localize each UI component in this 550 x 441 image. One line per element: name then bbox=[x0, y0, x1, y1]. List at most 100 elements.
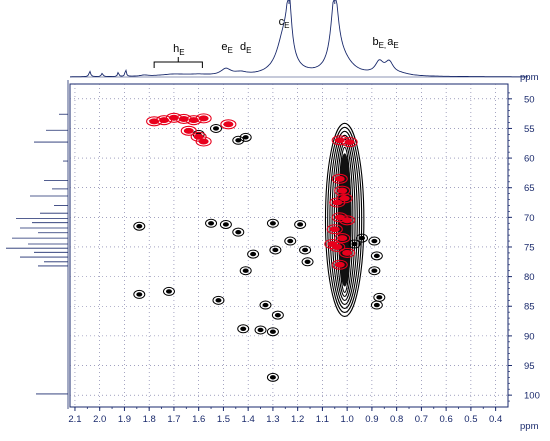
x-tick-label: 1.5 bbox=[217, 414, 230, 425]
positive-contour-core bbox=[332, 199, 343, 206]
negative-contour-peak bbox=[370, 300, 383, 310]
positive-contour-core bbox=[339, 195, 350, 202]
negative-contour-peak bbox=[259, 300, 272, 310]
negative-contour-peak bbox=[219, 219, 232, 229]
x-tick-label: 1.6 bbox=[192, 414, 205, 425]
negative-contour-peak bbox=[356, 233, 368, 243]
positive-contour-core bbox=[342, 217, 353, 224]
peak-label-d: dE bbox=[240, 41, 251, 55]
negative-contour-core bbox=[274, 312, 281, 318]
negative-contour-peak bbox=[212, 295, 225, 305]
x-tick-label: 1.1 bbox=[316, 414, 329, 425]
negative-contour-peak bbox=[370, 251, 383, 261]
negative-contour-peak bbox=[210, 123, 222, 133]
negative-contour-core bbox=[257, 327, 264, 333]
positive-contour-core bbox=[198, 138, 209, 145]
x-tick-label: 1.3 bbox=[266, 414, 279, 425]
y-tick-label: 60 bbox=[524, 154, 535, 165]
negative-contour-core bbox=[272, 247, 279, 253]
peak-label-c: cE bbox=[279, 16, 290, 30]
positive-contour-peak bbox=[339, 215, 356, 226]
negative-contour-peak bbox=[232, 227, 245, 237]
negative-contour-peak bbox=[247, 249, 260, 259]
band-contour bbox=[329, 130, 361, 310]
negative-contour-peak bbox=[239, 266, 252, 276]
positive-contour-core bbox=[198, 115, 209, 122]
x-tick-label: 0.8 bbox=[390, 414, 403, 425]
negative-contour-peak bbox=[266, 327, 279, 337]
negative-contour-peak bbox=[205, 218, 218, 228]
positive-contour-peak bbox=[180, 125, 197, 136]
main-plot-area bbox=[69, 83, 509, 408]
y-tick-label: 80 bbox=[524, 272, 535, 283]
x-tick-label: 1.8 bbox=[143, 414, 156, 425]
x-tick-label: 1.9 bbox=[118, 414, 131, 425]
y-tick-label: 95 bbox=[524, 361, 535, 372]
y-tick-label: 70 bbox=[524, 213, 535, 224]
negative-contour-core bbox=[287, 238, 294, 244]
positive-contour-core bbox=[168, 114, 179, 121]
negative-contour-core bbox=[242, 135, 249, 140]
negative-contour-peak bbox=[237, 324, 250, 334]
negative-contour-core bbox=[373, 302, 380, 308]
x-tick-label: 2.0 bbox=[93, 414, 106, 425]
plot-frame bbox=[69, 83, 509, 408]
positive-contour-core bbox=[337, 187, 348, 194]
y-tick-label: 85 bbox=[524, 302, 535, 313]
positive-contour-peak bbox=[341, 137, 358, 148]
positive-contour-core bbox=[334, 214, 345, 221]
negative-contour-peak bbox=[271, 310, 284, 320]
negative-contour-core bbox=[304, 259, 311, 264]
positive-contour-core bbox=[334, 261, 345, 268]
x-tick-label: 1.7 bbox=[167, 414, 180, 425]
positive-contour-peak bbox=[331, 259, 348, 270]
x-tick-label: 1.0 bbox=[341, 414, 354, 425]
positive-contour-core bbox=[327, 241, 338, 248]
negative-contour-core bbox=[262, 302, 269, 308]
positive-contour-core bbox=[334, 175, 345, 182]
positive-contour-core bbox=[149, 118, 160, 125]
negative-contour-peak bbox=[266, 372, 279, 382]
positive-contour-core bbox=[329, 226, 340, 233]
negative-contour-core bbox=[297, 222, 304, 227]
positive-contour-core bbox=[344, 139, 355, 146]
negative-contour-core bbox=[222, 222, 229, 227]
negative-contour-core bbox=[269, 221, 276, 226]
x-tick-label: 2.1 bbox=[68, 414, 81, 425]
band-contour bbox=[324, 122, 365, 318]
negative-contour-peak bbox=[133, 289, 146, 299]
y-tick-label: 75 bbox=[524, 242, 535, 253]
positive-contour-peak bbox=[336, 193, 353, 204]
peak-label-a: aE bbox=[387, 36, 398, 50]
positive-contour-core bbox=[193, 133, 204, 140]
positive-contour-core bbox=[223, 121, 234, 128]
negative-contour-core bbox=[269, 375, 276, 380]
negative-contour-peak bbox=[162, 286, 175, 296]
x-tick-label: 0.7 bbox=[415, 414, 428, 425]
negative-contour-peak bbox=[232, 135, 245, 145]
h-bracket bbox=[153, 57, 203, 68]
negative-contour-peak bbox=[294, 219, 307, 229]
negative-contours bbox=[133, 123, 386, 382]
positive-contour-peak bbox=[334, 185, 351, 196]
positive-contour-peak bbox=[324, 238, 341, 250]
negative-contour-peak bbox=[368, 266, 381, 276]
negative-contour-core bbox=[371, 268, 378, 273]
band-contour bbox=[331, 134, 358, 306]
top-trace-line bbox=[70, 0, 528, 78]
x-unit-label: ppm bbox=[520, 421, 539, 432]
negative-contour-peak bbox=[299, 245, 312, 255]
negative-contour-peak bbox=[266, 218, 279, 228]
negative-contour-core bbox=[269, 329, 276, 334]
positive-contour-peak bbox=[326, 224, 343, 235]
x-tick-label: 1.4 bbox=[242, 414, 255, 425]
negative-contour-core bbox=[250, 251, 257, 257]
negative-contour-core bbox=[371, 238, 378, 244]
negative-contour-core bbox=[359, 235, 365, 241]
negative-contour-peak bbox=[284, 236, 297, 246]
left-1d-projection bbox=[6, 80, 69, 409]
peak-labels: hE eE dE cE bE, aE bbox=[173, 16, 399, 57]
top-1d-projection bbox=[70, 0, 528, 78]
y-unit-label: ppm bbox=[520, 72, 539, 83]
x-tick-label: 0.9 bbox=[365, 414, 378, 425]
